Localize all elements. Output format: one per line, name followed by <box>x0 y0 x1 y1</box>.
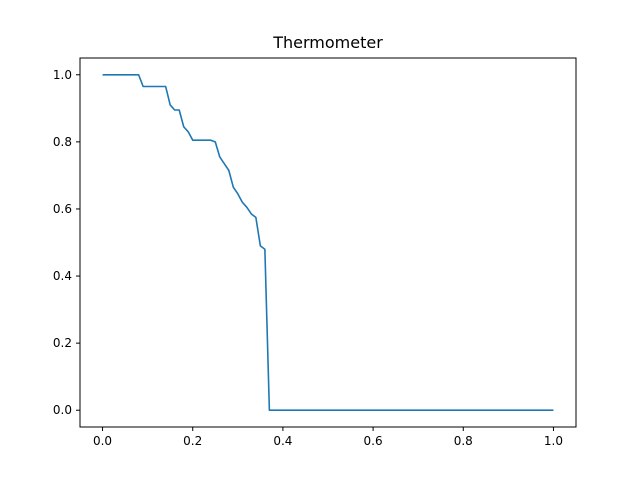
y-tick-label: 1.0 <box>53 68 72 82</box>
y-tick-label: 0.4 <box>53 269 72 283</box>
x-tick-label: 0.6 <box>364 434 383 448</box>
series-line-0 <box>102 73 554 412</box>
x-tick-label: 0.2 <box>183 434 202 448</box>
x-tick-label: 0.0 <box>93 434 112 448</box>
y-tick-label: 0.6 <box>53 202 72 216</box>
y-tick-label: 0.0 <box>53 403 72 417</box>
x-tick-label: 0.8 <box>454 434 473 448</box>
chart-title: Thermometer <box>272 33 383 52</box>
x-tick-label: 1.0 <box>544 434 563 448</box>
series-layer <box>102 73 554 412</box>
x-tick-label: 0.4 <box>273 434 292 448</box>
y-tick-label: 0.2 <box>53 336 72 350</box>
y-tick-label: 0.8 <box>53 135 72 149</box>
axis-ticks: 0.0 0.2 0.4 0.6 0.8 1.0 0.0 0.2 0.4 0.6 0.8 1.0 <box>53 68 563 448</box>
axes-frame <box>79 57 577 428</box>
